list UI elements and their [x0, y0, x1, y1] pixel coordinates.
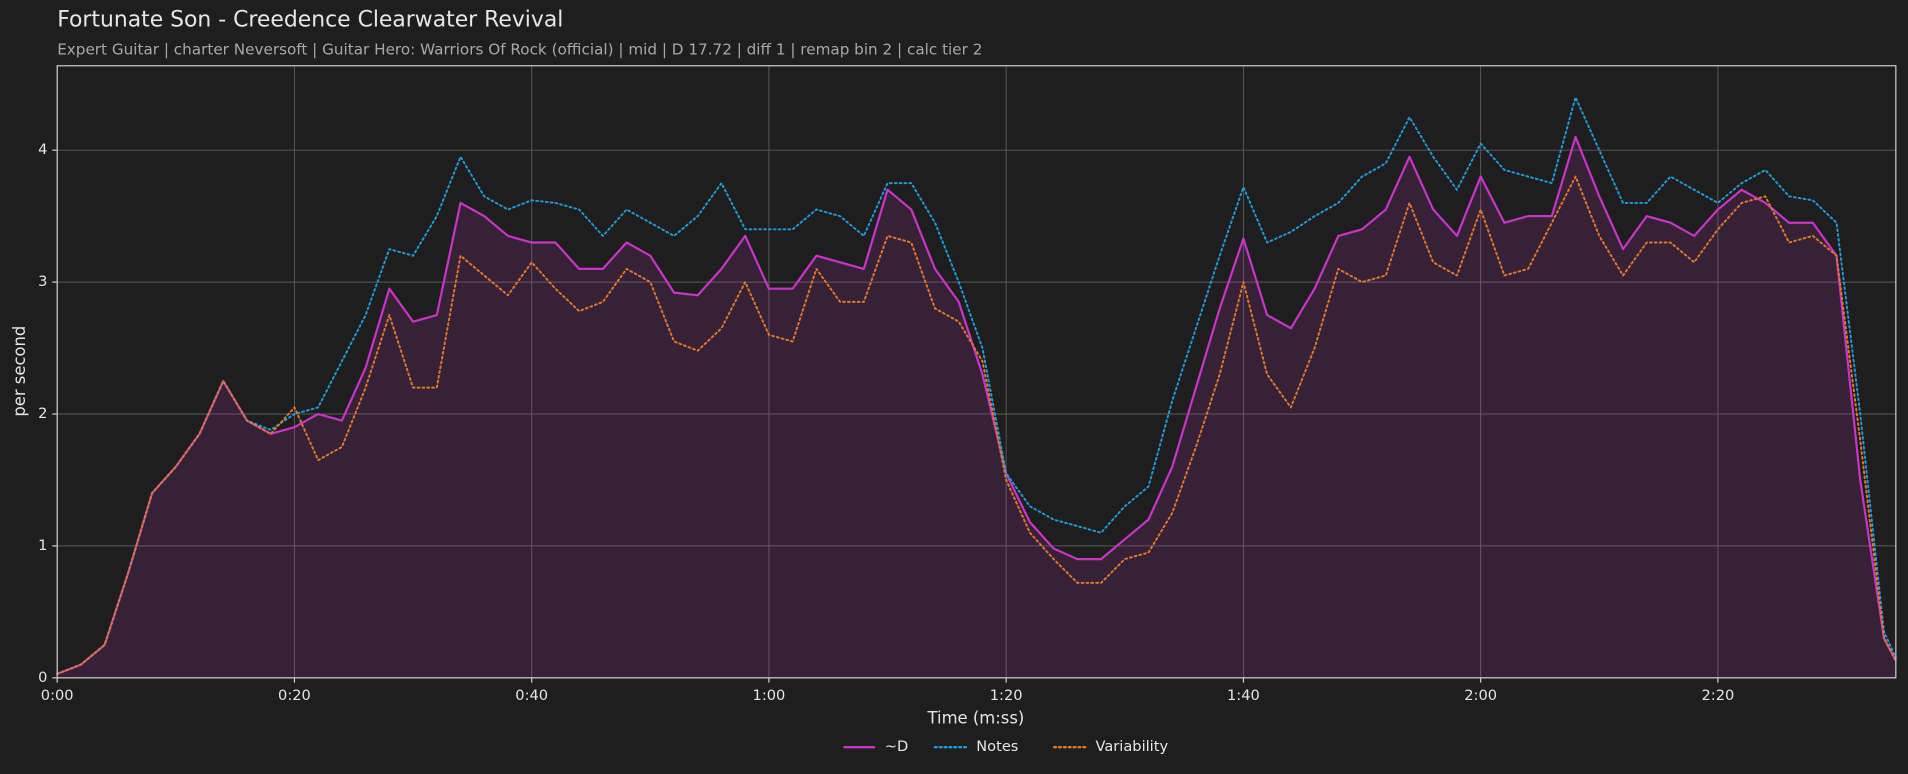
y-tick-label: 2	[38, 405, 47, 422]
x-tick-label: 0:20	[278, 687, 311, 704]
chart-title: Fortunate Son - Creedence Clearwater Rev…	[57, 8, 563, 33]
x-axis-label: Time (m:ss)	[927, 709, 1025, 728]
x-tick-label: 1:40	[1227, 687, 1260, 704]
x-tick-label: 0:00	[41, 687, 74, 704]
y-tick-label: 0	[38, 669, 47, 686]
legend-label: Notes	[976, 738, 1018, 755]
plot-frame	[56, 65, 1897, 679]
y-tick-label: 1	[38, 537, 47, 554]
area	[57, 136, 1896, 678]
chart-subtitle: Expert Guitar | charter Neversoft | Guit…	[57, 40, 982, 58]
x-tick-label: 0:40	[515, 687, 548, 704]
x-tick-label: 2:20	[1702, 687, 1735, 704]
x-tick-label: 2:00	[1464, 687, 1497, 704]
legend-label: ~D	[885, 738, 908, 755]
x-tick-label: 1:20	[990, 687, 1023, 704]
series-line	[56, 135, 1897, 675]
y-tick-label: 4	[38, 141, 47, 158]
legend-label: Variability	[1096, 738, 1169, 755]
series-line	[56, 96, 1897, 675]
y-axis-label: per second	[10, 326, 29, 417]
series-line	[56, 175, 1897, 675]
x-tick-label: 1:00	[753, 687, 786, 704]
y-tick-label: 3	[38, 273, 47, 290]
